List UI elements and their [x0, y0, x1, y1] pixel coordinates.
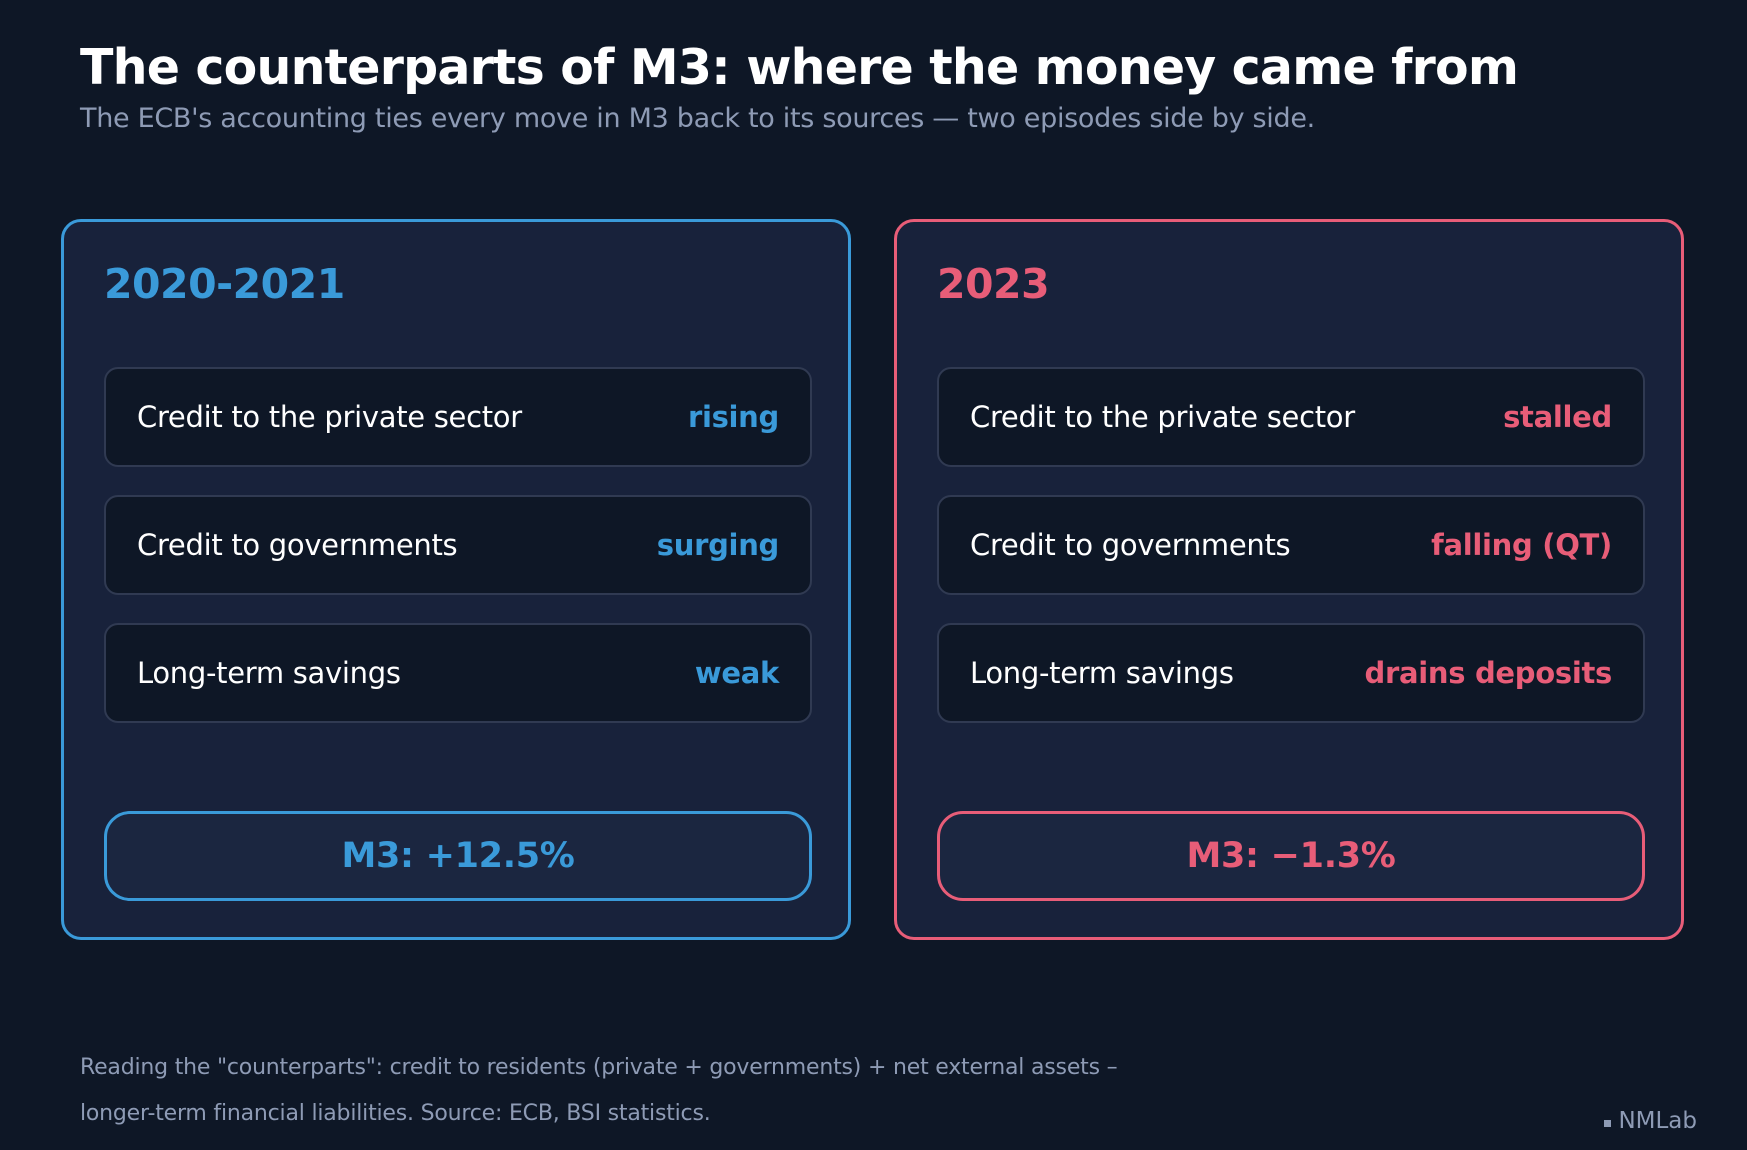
- panel-title: 2023: [937, 260, 1050, 308]
- page-subtitle: The ECB's accounting ties every move in …: [80, 103, 1315, 134]
- panel-2020-2021: 2020-2021 Credit to the private sector r…: [61, 219, 851, 940]
- row-long-term-savings: Long-term savings weak: [104, 623, 812, 723]
- brand-name: NMLab: [1618, 1108, 1697, 1134]
- panel-title: 2020-2021: [104, 260, 345, 308]
- row-value: weak: [694, 656, 779, 690]
- row-long-term-savings: Long-term savings drains deposits: [937, 623, 1645, 723]
- square-icon: [1604, 1119, 1612, 1127]
- m3-total: M3: +12.5%: [104, 811, 812, 901]
- row-label: Long-term savings: [137, 656, 401, 690]
- row-label: Credit to governments: [137, 528, 458, 562]
- row-private-credit: Credit to the private sector rising: [104, 367, 812, 467]
- counterpart-list: Credit to the private sector stalled Cre…: [937, 367, 1645, 751]
- header: The counterparts of M3: where the money …: [80, 36, 1640, 138]
- row-label: Long-term savings: [970, 656, 1234, 690]
- row-value: stalled: [1503, 400, 1612, 434]
- brand: NMLab: [1604, 1108, 1697, 1134]
- row-value: rising: [687, 400, 779, 434]
- footnote: Reading the "counterparts": credit to re…: [80, 1055, 1118, 1126]
- page-title: The counterparts of M3: where the money …: [80, 39, 1519, 96]
- row-value: surging: [656, 528, 780, 562]
- panel-2023: 2023 Credit to the private sector stalle…: [894, 219, 1684, 940]
- row-label: Credit to the private sector: [137, 400, 522, 434]
- m3-total: M3: −1.3%: [937, 811, 1645, 901]
- row-label: Credit to governments: [970, 528, 1291, 562]
- row-government-credit: Credit to governments falling (QT): [937, 495, 1645, 595]
- row-label: Credit to the private sector: [970, 400, 1355, 434]
- counterpart-list: Credit to the private sector rising Cred…: [104, 367, 812, 751]
- row-value: drains deposits: [1364, 656, 1612, 690]
- row-value: falling (QT): [1431, 528, 1612, 562]
- row-government-credit: Credit to governments surging: [104, 495, 812, 595]
- row-private-credit: Credit to the private sector stalled: [937, 367, 1645, 467]
